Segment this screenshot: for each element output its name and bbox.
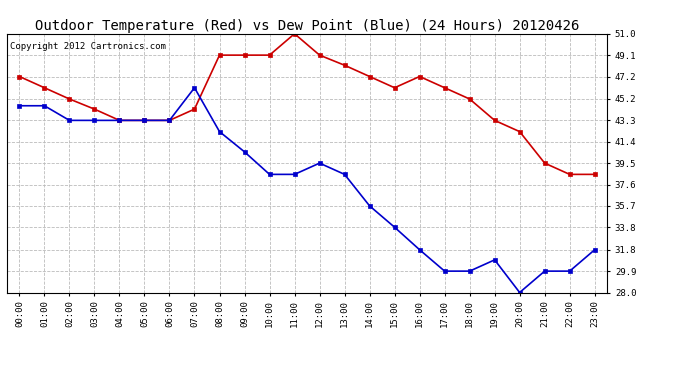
Text: Copyright 2012 Cartronics.com: Copyright 2012 Cartronics.com (10, 42, 166, 51)
Title: Outdoor Temperature (Red) vs Dew Point (Blue) (24 Hours) 20120426: Outdoor Temperature (Red) vs Dew Point (… (35, 19, 579, 33)
